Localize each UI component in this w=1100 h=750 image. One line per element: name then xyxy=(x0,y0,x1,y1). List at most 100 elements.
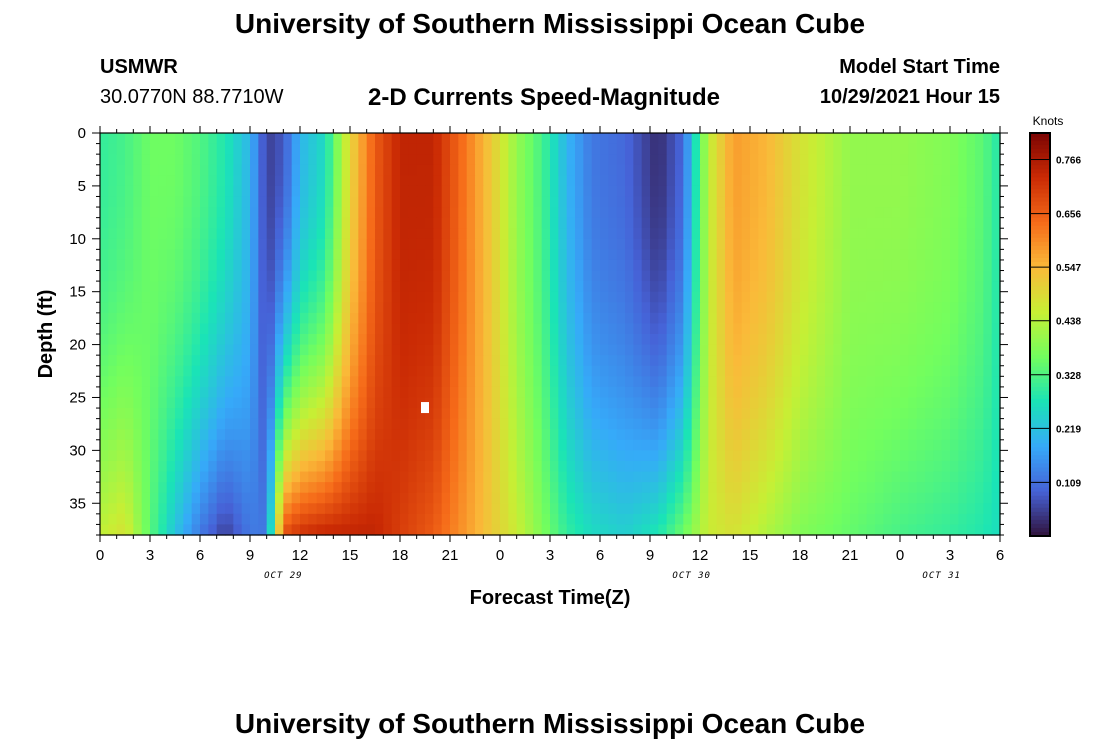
heatmap-cell xyxy=(783,154,793,166)
heatmap-cell xyxy=(233,471,243,483)
heatmap-cell xyxy=(658,408,668,420)
heatmap-cell xyxy=(183,471,193,483)
heatmap-cell xyxy=(925,312,934,325)
heatmap-cell xyxy=(475,418,484,430)
heatmap-cell xyxy=(825,302,834,314)
heatmap-cell xyxy=(541,249,551,261)
heatmap-cell xyxy=(908,249,918,261)
heatmap-cell xyxy=(675,513,684,526)
colorbar-swatch xyxy=(1030,419,1050,424)
heatmap-cell xyxy=(308,143,318,155)
heatmap-cell xyxy=(616,312,626,325)
heatmap-cell xyxy=(825,238,834,250)
heatmap-cell xyxy=(666,460,676,473)
heatmap-cell xyxy=(525,302,534,314)
heatmap-cell xyxy=(608,439,618,451)
heatmap-cell xyxy=(858,154,868,166)
heatmap-cell xyxy=(341,376,351,388)
heatmap-cell xyxy=(891,133,901,145)
heatmap-cell xyxy=(308,365,318,377)
heatmap-cell xyxy=(608,344,618,356)
heatmap-cell xyxy=(491,154,501,166)
heatmap-cell xyxy=(300,281,309,293)
heatmap-cell xyxy=(291,418,301,430)
heatmap-cell xyxy=(300,492,309,504)
heatmap-cell xyxy=(208,207,218,219)
heatmap-cell xyxy=(166,133,176,145)
heatmap-cell xyxy=(791,133,801,145)
heatmap-cell xyxy=(491,418,501,430)
heatmap-cell xyxy=(141,513,151,526)
heatmap-cell xyxy=(483,429,493,441)
heatmap-cell xyxy=(400,492,409,504)
heatmap-cell xyxy=(325,238,334,250)
heatmap-cell xyxy=(883,492,893,504)
heatmap-cell xyxy=(566,386,576,399)
heatmap-cell xyxy=(566,323,576,335)
heatmap-cell xyxy=(133,302,143,314)
heatmap-cell xyxy=(141,228,151,240)
heatmap-cell xyxy=(950,175,959,187)
heatmap-cell xyxy=(125,513,134,526)
heatmap-cell xyxy=(500,270,509,282)
heatmap-cell xyxy=(750,355,759,367)
heatmap-cell xyxy=(591,185,601,198)
heatmap-cell xyxy=(808,355,818,367)
heatmap-cell xyxy=(400,291,409,303)
heatmap-cell xyxy=(416,376,426,388)
heatmap-cell xyxy=(991,238,1001,250)
heatmap-cell xyxy=(958,513,968,526)
heatmap-cell xyxy=(583,418,593,430)
heatmap-cell xyxy=(266,503,276,515)
heatmap-cell xyxy=(283,175,293,187)
heatmap-cell xyxy=(983,228,993,240)
heatmap-cell xyxy=(691,238,701,250)
heatmap-cell xyxy=(400,249,409,261)
heatmap-cell xyxy=(875,418,884,430)
heatmap-cell xyxy=(575,154,584,166)
heatmap-cell xyxy=(258,196,268,208)
heatmap-cell xyxy=(408,185,418,198)
heatmap-cell xyxy=(383,376,393,388)
heatmap-cell xyxy=(158,334,168,346)
heatmap-cell xyxy=(616,175,626,187)
heatmap-cell xyxy=(958,492,968,504)
heatmap-cell xyxy=(283,418,293,430)
heatmap-cell xyxy=(766,334,776,346)
heatmap-cell xyxy=(800,439,809,451)
heatmap-cell xyxy=(475,386,484,399)
heatmap-cell xyxy=(700,482,709,494)
heatmap-cell xyxy=(475,408,484,420)
heatmap-cell xyxy=(691,217,701,229)
heatmap-cell xyxy=(775,154,784,166)
heatmap-cell xyxy=(250,365,259,377)
heatmap-cell xyxy=(950,259,959,272)
heatmap-cell xyxy=(983,154,993,166)
heatmap-cell xyxy=(850,482,859,494)
heatmap-cell xyxy=(308,376,318,388)
heatmap-cell xyxy=(750,164,759,176)
heatmap-cell xyxy=(183,259,193,272)
heatmap-cell xyxy=(866,460,876,473)
heatmap-cell xyxy=(916,270,926,282)
heatmap-cell xyxy=(325,482,334,494)
heatmap-cell xyxy=(116,439,126,451)
heatmap-cell xyxy=(350,460,359,473)
heatmap-cell xyxy=(125,133,134,145)
heatmap-cell xyxy=(716,524,726,536)
heatmap-cell xyxy=(816,154,826,166)
heatmap-cell xyxy=(983,376,993,388)
heatmap-cell xyxy=(775,344,784,356)
heatmap-cell xyxy=(141,185,151,198)
heatmap-cell xyxy=(958,312,968,325)
heatmap-cell xyxy=(183,492,193,504)
heatmap-cell xyxy=(466,312,476,325)
heatmap-cell xyxy=(591,302,601,314)
heatmap-cell xyxy=(200,386,209,399)
heatmap-cell xyxy=(200,164,209,176)
x-tick-label: 15 xyxy=(742,547,759,564)
heatmap-cell xyxy=(250,397,259,409)
heatmap-cell xyxy=(283,450,293,462)
heatmap-cell xyxy=(450,429,459,441)
heatmap-cell xyxy=(108,344,118,356)
